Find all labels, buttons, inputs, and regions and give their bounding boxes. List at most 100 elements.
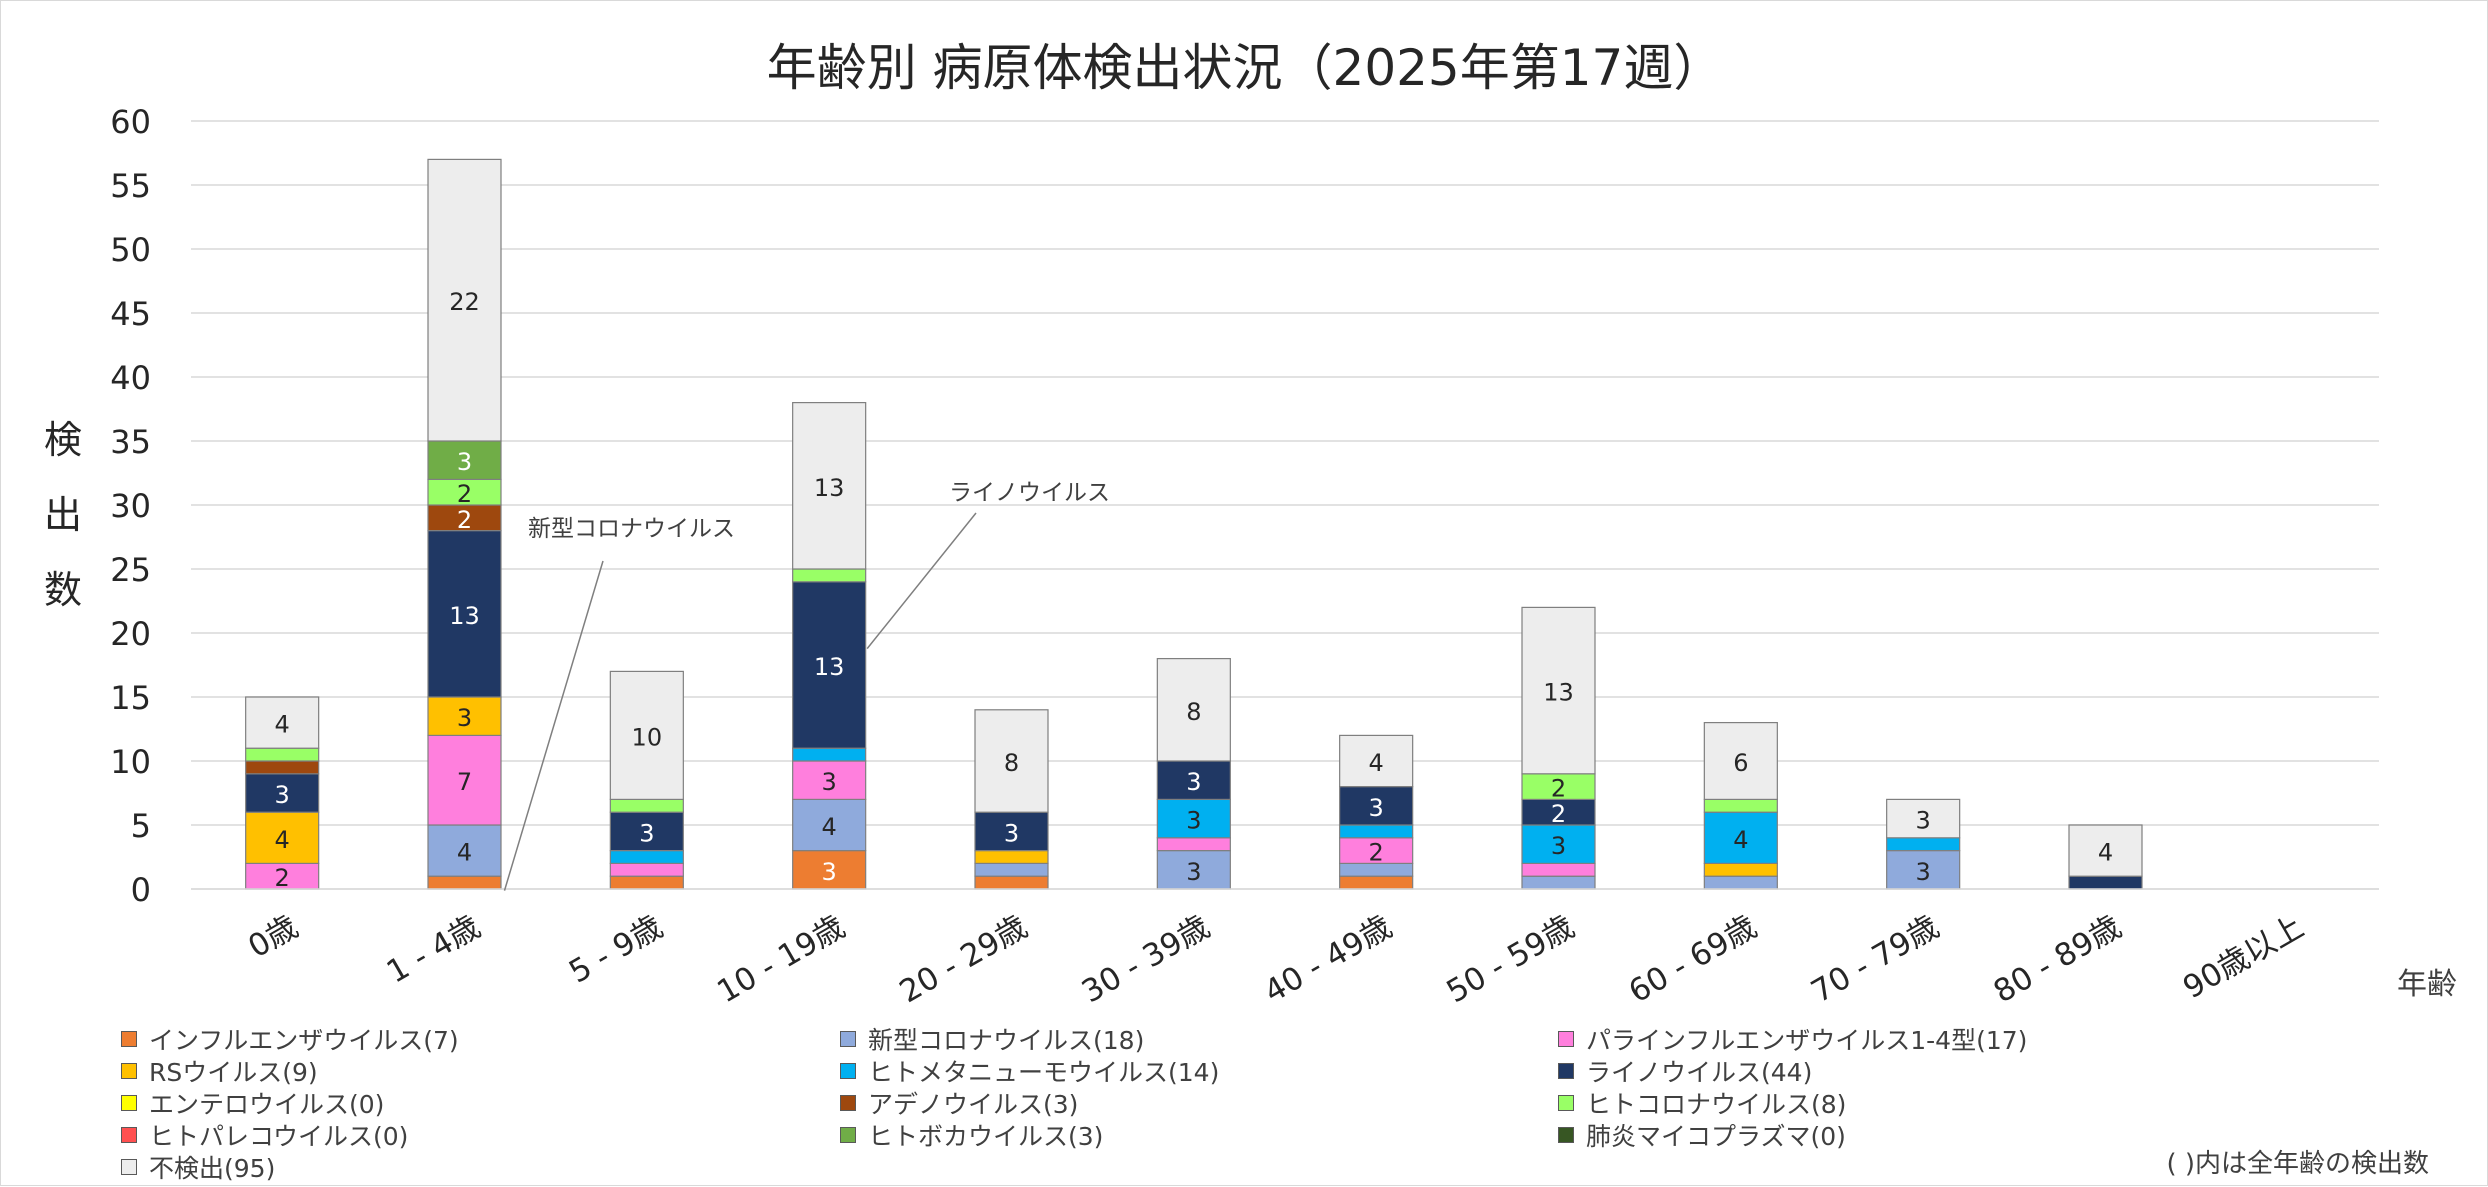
data-label: 2 (1369, 839, 1384, 867)
bar-segment (609, 811, 684, 852)
data-label: 3 (1186, 858, 1201, 886)
bar-segment (245, 747, 320, 762)
y-axis-label-char: 検 (44, 418, 82, 462)
data-label: 3 (275, 781, 290, 809)
legend-label: 不検出(95) (149, 1154, 276, 1183)
data-label: 6 (1733, 749, 1748, 777)
data-label: 2 (1551, 800, 1566, 828)
data-label: 3 (822, 858, 837, 886)
data-label: 13 (1543, 679, 1574, 707)
x-tick-label: 1 - 4歳 (381, 909, 487, 991)
bar-segment (245, 773, 320, 813)
data-label: 13 (449, 602, 480, 630)
bar-segment (609, 670, 684, 801)
y-tick-label: 0 (131, 871, 151, 909)
y-tick-label: 35 (110, 423, 151, 461)
legend-item: ヒトコロナウイルス(8) (1558, 1085, 1846, 1121)
bar-segment (1886, 837, 1961, 852)
legend-item: 肺炎マイコプラズマ(0) (1558, 1117, 1846, 1153)
y-axis-label-char: 数 (44, 568, 82, 612)
x-tick-label: 60 - 69歳 (1623, 909, 1763, 1011)
annotation-label: ライノウイルス (949, 480, 1110, 506)
bar-segment (792, 568, 867, 583)
legend-swatch (1558, 1095, 1574, 1111)
legend-label: 新型コロナウイルス(18) (868, 1026, 1145, 1055)
data-label: 8 (1186, 698, 1201, 726)
bar-segment (1521, 862, 1596, 877)
data-label: 10 (632, 723, 663, 751)
y-tick-label: 50 (110, 231, 151, 269)
data-label: 3 (1369, 794, 1384, 822)
bar-segment (1339, 837, 1414, 864)
legend-swatch (840, 1031, 856, 1047)
bar-segment (245, 811, 320, 865)
x-tick-label: 80 - 89歳 (1988, 909, 2128, 1011)
bar-segment (245, 862, 320, 890)
legend-swatch (121, 1127, 137, 1143)
data-label: 3 (1186, 807, 1201, 835)
y-axis-label-char: 出 (44, 493, 82, 537)
legend-item: ヒトボカウイルス(3) (840, 1117, 1103, 1153)
data-label: 13 (814, 653, 845, 681)
legend-label: ヒトコロナウイルス(8) (1586, 1090, 1847, 1119)
bar-segment (974, 849, 1049, 864)
x-axis-label: 年齢 (2397, 967, 2457, 1002)
bar-segment (427, 875, 502, 890)
bar-segment (792, 581, 867, 749)
legend-item: インフルエンザウイルス(7) (121, 1021, 459, 1057)
y-tick-label: 40 (110, 359, 151, 397)
bar-segment (427, 478, 502, 506)
bar-segment (427, 158, 502, 442)
bar-segment (609, 862, 684, 877)
bar-segment (1156, 657, 1231, 762)
legend-swatch (1558, 1063, 1574, 1079)
data-label: 3 (457, 704, 472, 732)
bar-segment (792, 849, 867, 890)
bar-segment (974, 862, 1049, 877)
bar-segment (1703, 721, 1778, 800)
bar-segment (427, 504, 502, 532)
bar-segment (792, 402, 867, 570)
legend-swatch (840, 1127, 856, 1143)
x-tick-label: 5 - 9歳 (563, 909, 669, 991)
legend-swatch (121, 1063, 137, 1079)
legend-item: ヒトパレコウイルス(0) (121, 1117, 408, 1153)
data-label: 3 (1004, 819, 1019, 847)
data-label: 7 (457, 768, 472, 796)
x-tick-label: 20 - 29歳 (894, 909, 1034, 1011)
footnote: ( )内は全年齢の検出数 (2166, 1149, 2429, 1179)
y-tick-label: 30 (110, 487, 151, 525)
data-label: 3 (1551, 832, 1566, 860)
bar-segment (609, 875, 684, 890)
data-label: 4 (2098, 839, 2113, 867)
x-tick-label: 0歳 (242, 909, 304, 966)
bar-segment (1886, 849, 1961, 890)
bar-segment (2068, 875, 2143, 890)
legend-label: ヒトボカウイルス(3) (868, 1122, 1104, 1151)
bar-segment (1703, 798, 1778, 813)
legend-item: 不検出(95) (121, 1149, 275, 1185)
bar-segment (2068, 824, 2143, 877)
data-label: 3 (1186, 768, 1201, 796)
x-tick-label: 90歳以上 (2177, 909, 2310, 1006)
bar-segment (427, 696, 502, 737)
data-label: 4 (822, 813, 837, 841)
data-label: 4 (1733, 826, 1748, 854)
bar-segment (792, 747, 867, 762)
y-tick-label: 10 (110, 743, 151, 781)
data-label: 3 (1916, 807, 1931, 835)
bar-segment (1703, 875, 1778, 890)
bar-segment (427, 734, 502, 826)
x-tick-label: 40 - 49歳 (1258, 909, 1398, 1011)
legend-item: ヒトメタニューモウイルス(14) (840, 1053, 1219, 1089)
legend-item: 新型コロナウイルス(18) (840, 1021, 1144, 1057)
legend-swatch (840, 1063, 856, 1079)
bar-segment (1156, 837, 1231, 852)
legend-label: 肺炎マイコプラズマ(0) (1586, 1122, 1846, 1151)
data-label: 3 (639, 819, 654, 847)
data-label: 2 (457, 506, 472, 534)
bar-segment (245, 696, 320, 749)
bar-segment (1339, 824, 1414, 839)
